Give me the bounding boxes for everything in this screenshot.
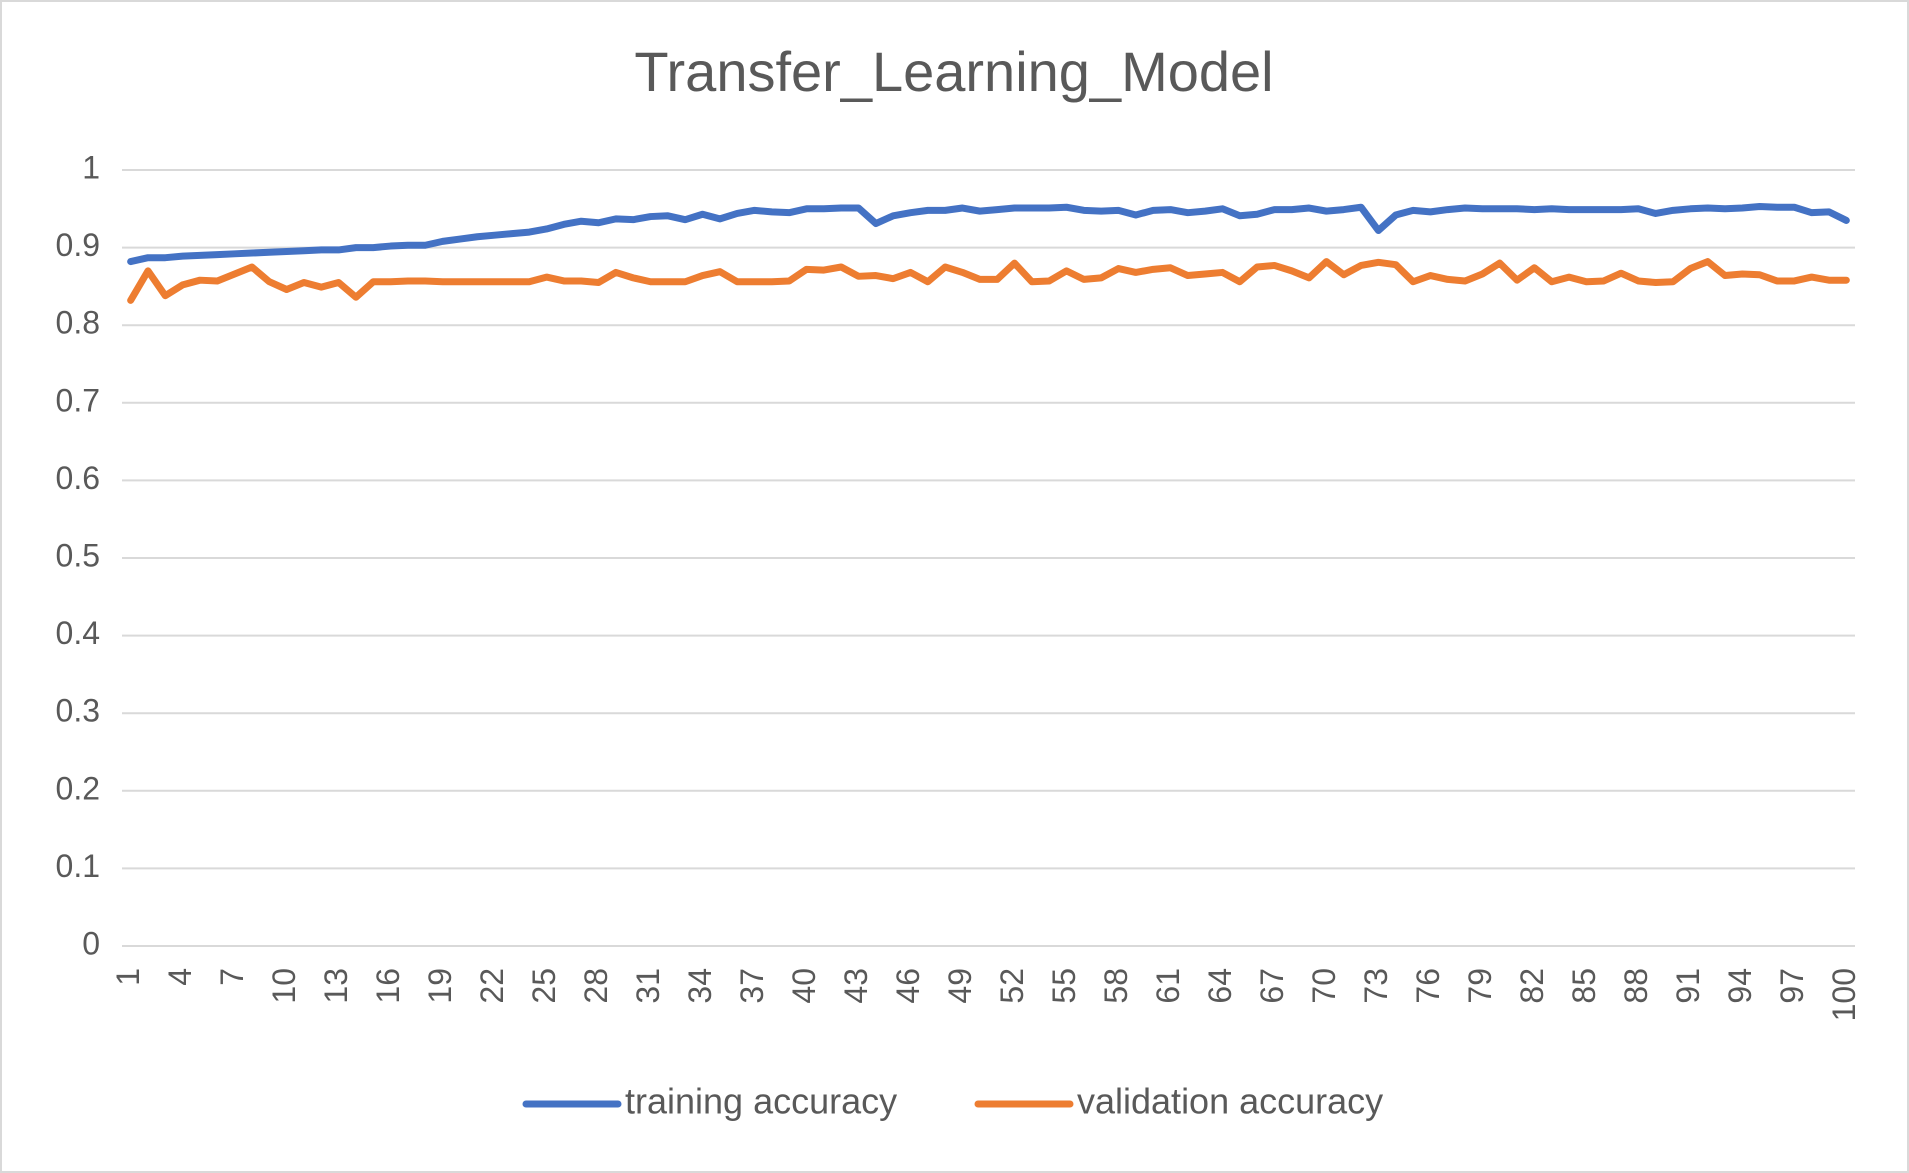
x-tick-label: 58 xyxy=(1098,968,1134,1004)
x-tick-label: 94 xyxy=(1722,968,1758,1004)
data-line xyxy=(127,258,1850,304)
y-tick-label: 0.9 xyxy=(56,227,100,263)
x-tick-label: 22 xyxy=(474,968,510,1004)
chart-title: Transfer_Learning_Model xyxy=(634,40,1273,103)
x-tick-label: 40 xyxy=(786,968,822,1004)
x-tick-label: 7 xyxy=(214,968,250,986)
y-tick-label: 1 xyxy=(82,149,100,185)
x-tick-label: 97 xyxy=(1774,968,1810,1004)
x-tick-label: 91 xyxy=(1670,968,1706,1004)
y-tick-label: 0.4 xyxy=(56,615,100,651)
y-tick-label: 0.2 xyxy=(56,770,100,806)
x-tick-label: 1 xyxy=(110,968,146,986)
x-tick-label: 64 xyxy=(1202,968,1238,1004)
x-tick-label: 52 xyxy=(994,968,1030,1004)
x-tick-label: 19 xyxy=(422,968,458,1004)
x-tick-label: 85 xyxy=(1566,968,1602,1004)
x-tick-label: 25 xyxy=(526,968,562,1004)
x-tick-label: 37 xyxy=(734,968,770,1004)
x-tick-label: 70 xyxy=(1306,968,1342,1004)
x-tick-label: 4 xyxy=(162,968,198,986)
x-tick-label: 67 xyxy=(1254,968,1290,1004)
y-tick-label: 0.5 xyxy=(56,537,100,573)
x-tick-label: 16 xyxy=(370,968,406,1004)
x-tick-label: 28 xyxy=(578,968,614,1004)
x-tick-label: 100 xyxy=(1826,968,1862,1021)
x-tick-label: 79 xyxy=(1462,968,1498,1004)
x-tick-label: 76 xyxy=(1410,968,1446,1004)
legend-label: validation accuracy xyxy=(1077,1081,1383,1122)
data-line xyxy=(127,202,1850,266)
y-tick-label: 0.3 xyxy=(56,693,100,729)
x-tick-label: 31 xyxy=(630,968,666,1004)
x-tick-label: 43 xyxy=(838,968,874,1004)
y-tick-label: 0.8 xyxy=(56,305,100,341)
x-tick-label: 82 xyxy=(1514,968,1550,1004)
x-tick-label: 49 xyxy=(942,968,978,1004)
x-tick-label: 88 xyxy=(1618,968,1654,1004)
x-tick-label: 61 xyxy=(1150,968,1186,1004)
y-tick-label: 0 xyxy=(82,925,100,961)
x-tick-label: 10 xyxy=(266,968,302,1004)
y-tick-label: 0.6 xyxy=(56,460,100,496)
x-tick-label: 46 xyxy=(890,968,926,1004)
x-tick-label: 34 xyxy=(682,968,718,1004)
y-tick-label: 0.1 xyxy=(56,848,100,884)
x-tick-label: 13 xyxy=(318,968,354,1004)
x-tick-label: 73 xyxy=(1358,968,1394,1004)
legend-label: training accuracy xyxy=(625,1081,897,1122)
y-tick-label: 0.7 xyxy=(56,382,100,418)
x-tick-label: 55 xyxy=(1046,968,1082,1004)
